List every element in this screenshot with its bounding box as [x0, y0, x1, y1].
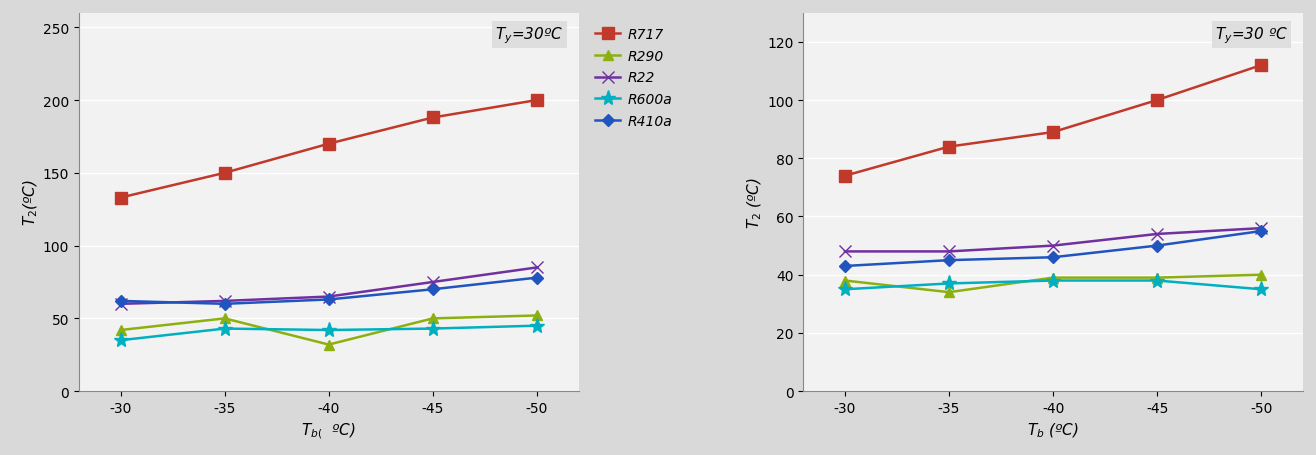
- R22: [1253, 226, 1269, 231]
- R22: [425, 280, 441, 285]
- Line: R290: R290: [840, 270, 1266, 298]
- Text: $T_y$=30 ºC: $T_y$=30 ºC: [1215, 25, 1288, 46]
- R290: [321, 342, 337, 348]
- R717: [217, 171, 233, 176]
- R717: [1045, 130, 1061, 136]
- R410a: [529, 275, 545, 281]
- R410a: [1253, 229, 1269, 234]
- R22: [113, 301, 129, 307]
- R600a: [1253, 287, 1269, 293]
- R290: [1253, 273, 1269, 278]
- R717: [1149, 98, 1165, 104]
- R290: [113, 328, 129, 333]
- R600a: [113, 338, 129, 343]
- Line: R410a: R410a: [116, 274, 541, 308]
- R717: [1253, 63, 1269, 69]
- R22: [837, 249, 853, 255]
- Y-axis label: $T_2$(ºC): $T_2$(ºC): [21, 179, 39, 226]
- R717: [837, 174, 853, 179]
- R600a: [321, 328, 337, 333]
- R600a: [941, 281, 957, 287]
- R717: [529, 98, 545, 104]
- R717: [425, 116, 441, 121]
- R410a: [425, 287, 441, 293]
- Line: R290: R290: [116, 311, 542, 350]
- Line: R410a: R410a: [841, 228, 1266, 271]
- R290: [837, 278, 853, 283]
- R290: [1045, 275, 1061, 281]
- R290: [529, 313, 545, 318]
- R290: [425, 316, 441, 321]
- Line: R717: R717: [114, 95, 542, 204]
- R600a: [217, 326, 233, 332]
- R22: [529, 265, 545, 271]
- R22: [941, 249, 957, 255]
- R410a: [941, 258, 957, 263]
- Line: R600a: R600a: [113, 318, 545, 348]
- R600a: [1149, 278, 1165, 283]
- R22: [1045, 243, 1061, 249]
- R290: [1149, 275, 1165, 281]
- R600a: [425, 326, 441, 332]
- R600a: [1045, 278, 1061, 283]
- R717: [321, 142, 337, 147]
- Line: R22: R22: [114, 262, 544, 310]
- R290: [941, 290, 957, 295]
- Legend: R717, R290, R22, R600a, R410a: R717, R290, R22, R600a, R410a: [595, 28, 672, 128]
- R410a: [1149, 243, 1165, 249]
- R717: [113, 195, 129, 201]
- Line: R22: R22: [838, 222, 1267, 258]
- R410a: [217, 301, 233, 307]
- R22: [321, 294, 337, 299]
- R410a: [837, 263, 853, 269]
- R290: [217, 316, 233, 321]
- R22: [217, 298, 233, 304]
- Y-axis label: $T_2$ (ºC): $T_2$ (ºC): [746, 177, 765, 228]
- Line: R717: R717: [840, 61, 1267, 182]
- R717: [941, 145, 957, 150]
- R600a: [529, 323, 545, 329]
- R600a: [837, 287, 853, 293]
- Line: R600a: R600a: [837, 273, 1269, 297]
- X-axis label: $T_b$ (ºC): $T_b$ (ºC): [1028, 420, 1079, 439]
- R410a: [321, 297, 337, 303]
- R22: [1149, 232, 1165, 237]
- X-axis label: $T_{b(}$  ºC): $T_{b(}$ ºC): [301, 420, 357, 440]
- R410a: [1045, 255, 1061, 260]
- R410a: [113, 298, 129, 304]
- Text: $T_y$=30ºC: $T_y$=30ºC: [495, 25, 563, 46]
